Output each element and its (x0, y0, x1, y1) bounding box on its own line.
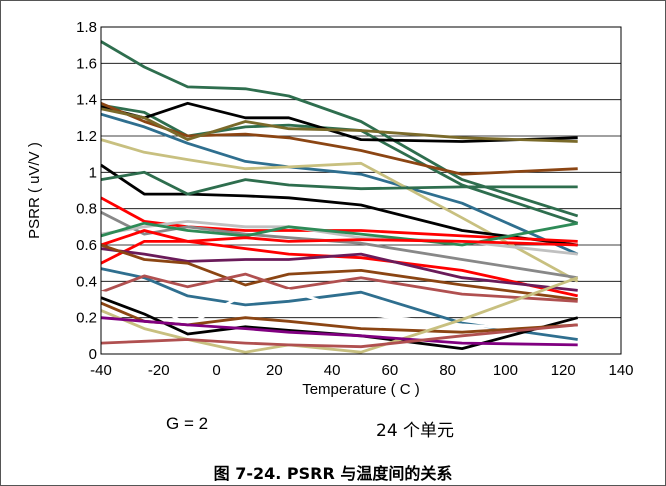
series-line-15 (100, 239, 579, 298)
series-line-7 (100, 138, 579, 283)
gain-note: G = 2 (166, 414, 209, 433)
unit-count-note: 24 个单元 (376, 421, 455, 441)
series-line-16 (100, 247, 578, 292)
series-line-6 (100, 112, 579, 256)
series-line-4 (100, 102, 578, 176)
y-tick-label-2: 0.4 (76, 273, 97, 290)
x-tick-label-4: 40 (324, 362, 341, 379)
x-axis-title: Temperature ( C ) (302, 381, 420, 398)
x-tick-label-3: 20 (266, 362, 283, 379)
y-axis-title: PSRR ( uV/V ) (26, 142, 43, 239)
series-line-24 (100, 316, 578, 347)
series-line-14 (100, 229, 578, 247)
x-tick-label-7: 100 (493, 362, 518, 379)
series-line-19 (100, 272, 578, 303)
series-line-17 (100, 243, 578, 301)
x-tick-label-1: -20 (148, 362, 170, 379)
series-line-20 (100, 288, 578, 334)
y-tick-label-9: 1.8 (76, 19, 97, 36)
series-group (100, 40, 579, 354)
x-tick-label-2: 0 (212, 362, 220, 379)
x-tick-label-0: -40 (90, 362, 112, 379)
y-tick-label-8: 1.6 (76, 55, 97, 72)
series-line-3 (100, 101, 578, 143)
y-tick-label-6: 1.2 (76, 128, 97, 145)
figure-caption: 图 7-24. PSRR 与温度间的关系 (213, 464, 453, 483)
x-tick-label-9: 140 (608, 362, 633, 379)
series-line-8 (100, 163, 578, 247)
series-line-21 (100, 296, 579, 351)
x-tick-labels: -40 -20 0 20 40 60 80 100 120 140 (90, 362, 633, 379)
series-line-18 (100, 267, 578, 341)
y-tick-label-3: 0.6 (76, 237, 97, 254)
x-tick-label-8: 120 (551, 362, 576, 379)
series-line-25 (100, 323, 578, 349)
y-tick-label-5: 1 (89, 164, 97, 181)
y-tick-labels: 0 0.2 0.4 0.6 0.8 1 1.2 1.4 1.6 1.8 (76, 19, 97, 363)
plot-border (100, 26, 622, 355)
x-tick-label-5: 60 (382, 362, 399, 379)
y-tick-label-4: 0.8 (76, 201, 97, 218)
series-line-5 (100, 107, 578, 143)
psrr-chart: -40 -20 0 20 40 60 80 100 120 140 0 0.2 0.4 0.6 0.8 1 1… (26, 19, 634, 398)
series-line-9 (100, 170, 578, 196)
series-line-23 (100, 276, 579, 354)
y-tick-label-1: 0.2 (76, 310, 97, 327)
x-tick-label-6: 80 (439, 362, 456, 379)
series-line-13 (100, 221, 578, 247)
y-tick-label-0: 0 (89, 346, 97, 363)
y-tick-label-7: 1.4 (76, 92, 97, 109)
